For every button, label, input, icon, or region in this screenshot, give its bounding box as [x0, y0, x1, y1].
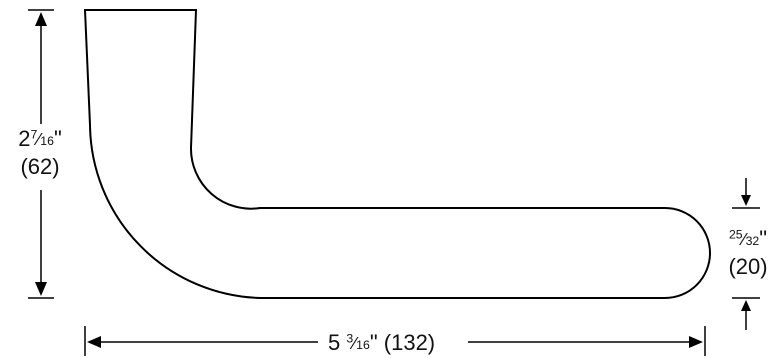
width-numerator: 3: [346, 331, 354, 346]
thickness-numerator: 25: [728, 227, 743, 242]
width-label: 5 3⁄16" (132): [322, 330, 442, 355]
height-whole: 2: [18, 126, 31, 151]
width-arrow-right-icon: [689, 336, 703, 348]
width-metric: (132): [383, 330, 436, 355]
thickness-fraction: 25⁄32: [728, 227, 760, 250]
height-metric: (62): [20, 154, 60, 179]
thickness-metric: (20): [728, 254, 768, 279]
height-denominator: 16: [40, 134, 54, 149]
width-unit: ": [369, 330, 378, 355]
height-arrow-down-icon: [35, 282, 47, 296]
height-numerator: 7: [30, 127, 38, 142]
height-imperial: 27⁄16": [18, 126, 62, 151]
thickness-imperial: 25⁄32": [729, 226, 767, 251]
height-dimension: [28, 9, 54, 299]
thickness-arrow-up-icon: [741, 300, 751, 311]
thickness-denominator: 32: [745, 234, 760, 249]
height-arrow-up-icon: [35, 12, 47, 26]
lever-handle-outline: [83, 9, 711, 299]
width-denominator: 16: [356, 338, 370, 353]
height-unit: ": [53, 126, 62, 151]
width-arrow-left-icon: [87, 336, 101, 348]
width-dimension: [84, 326, 706, 356]
thickness-arrow-down-icon: [741, 195, 751, 206]
width-fraction: 3⁄16: [346, 331, 370, 354]
thickness-label: 25⁄32" (20): [718, 228, 775, 278]
height-label: 27⁄16" (62): [6, 128, 74, 178]
thickness-unit: ": [759, 226, 768, 251]
width-whole: 5: [328, 330, 341, 355]
height-fraction: 7⁄16: [30, 127, 54, 150]
thickness-dimension: [732, 178, 760, 330]
